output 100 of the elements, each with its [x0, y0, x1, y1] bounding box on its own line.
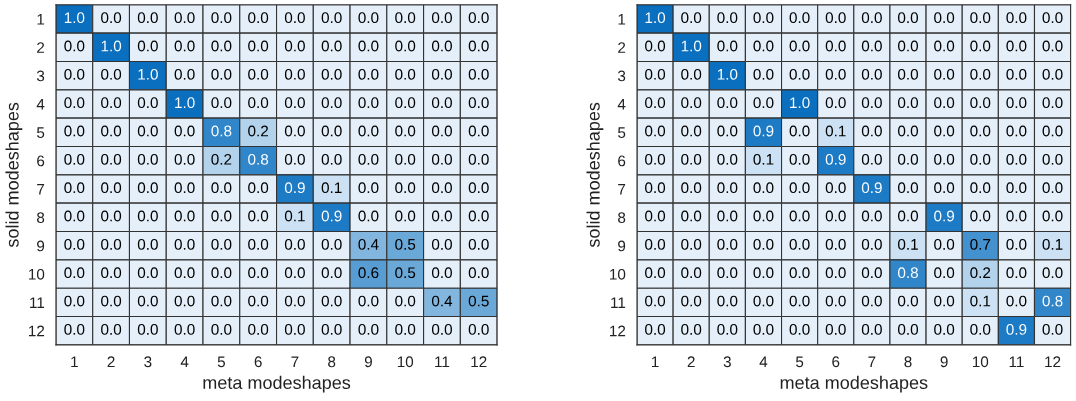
y-axis-title: solid modeshapes — [586, 102, 604, 248]
data-label: 0.0 — [137, 182, 158, 194]
data-label: 0.0 — [395, 12, 416, 24]
data-label: 0.0 — [825, 68, 846, 80]
data-label: 0.0 — [358, 97, 379, 109]
data-label: 1.0 — [681, 40, 702, 52]
data-label: 0.0 — [897, 12, 919, 24]
data-label: 0.0 — [468, 323, 489, 335]
data-label: 0.0 — [321, 125, 342, 137]
data-label: 0.1 — [897, 238, 918, 250]
data-label: 0.0 — [645, 210, 666, 222]
data-label: 0.0 — [753, 97, 774, 109]
data-label: 0.0 — [970, 182, 991, 194]
data-label: 0.0 — [1006, 97, 1027, 109]
data-label: 0.0 — [321, 267, 342, 279]
data-label: 0.0 — [358, 153, 379, 165]
data-label: 0.0 — [468, 210, 489, 222]
data-label: 0.0 — [825, 12, 846, 24]
data-label: 0.0 — [358, 12, 379, 24]
data-label: 0.0 — [174, 12, 195, 24]
data-label: 0.0 — [101, 295, 122, 307]
data-label: 0.0 — [174, 267, 195, 279]
data-label: 0.0 — [358, 295, 379, 307]
data-label: 0.0 — [431, 97, 452, 109]
data-label: 0.0 — [174, 182, 195, 194]
data-label: 0.0 — [211, 40, 232, 52]
data-label: 0.8 — [248, 153, 269, 165]
data-label: 0.0 — [1006, 295, 1027, 307]
data-label: 0.1 — [1042, 238, 1063, 250]
data-label: 0.0 — [174, 153, 195, 165]
y-tick-label: 5 — [618, 127, 626, 139]
data-label: 0.0 — [825, 295, 846, 307]
data-label: 0.0 — [137, 210, 158, 222]
data-label: 0.0 — [431, 267, 452, 279]
x-tick-label: 7 — [291, 356, 299, 368]
data-label: 0.0 — [174, 210, 195, 222]
y-tick-label: 1 — [37, 14, 45, 25]
y-tick-label: 5 — [36, 127, 45, 139]
data-label: 0.0 — [1042, 153, 1063, 165]
y-tick-label: 9 — [37, 240, 45, 252]
y-tick-label: 6 — [618, 155, 626, 167]
data-label: 0.0 — [717, 210, 738, 222]
data-label: 0.0 — [717, 40, 738, 52]
data-label: 0.0 — [789, 323, 810, 335]
x-tick-label: 6 — [254, 356, 262, 368]
data-label: 0.0 — [64, 295, 85, 307]
data-label: 0.0 — [934, 40, 955, 52]
data-label: 0.9 — [284, 182, 305, 194]
y-axis-title: solid modeshapes — [5, 102, 23, 248]
data-label: 0.0 — [211, 238, 232, 250]
data-label: 0.0 — [431, 12, 452, 24]
data-label: 0.0 — [897, 210, 919, 222]
data-label: 0.0 — [284, 40, 305, 52]
data-label: 0.1 — [753, 153, 774, 165]
data-label: 0.0 — [861, 323, 882, 335]
data-label: 0.0 — [934, 12, 955, 24]
data-label: 0.0 — [358, 323, 379, 335]
x-tick-label: 9 — [940, 356, 948, 368]
data-label: 0.0 — [897, 295, 919, 307]
data-label: 0.0 — [753, 295, 774, 307]
x-tick-label: 5 — [217, 356, 225, 368]
data-label: 0.0 — [468, 97, 489, 109]
data-label: 0.0 — [861, 12, 882, 24]
data-label: 0.0 — [789, 40, 810, 52]
data-label: 0.0 — [321, 40, 342, 52]
data-label: 0.0 — [753, 238, 774, 250]
x-tick-label: 12 — [471, 356, 487, 368]
y-tick-label: 12 — [610, 325, 626, 337]
data-label: 0.0 — [1042, 182, 1063, 194]
data-label: 0.7 — [970, 238, 991, 250]
data-label: 0.0 — [897, 323, 919, 335]
data-label: 0.0 — [789, 12, 810, 24]
data-label: 0.0 — [1006, 68, 1027, 80]
x-tick-label: 3 — [144, 356, 152, 368]
data-label: 0.0 — [211, 267, 232, 279]
data-label: 0.0 — [789, 125, 810, 137]
data-label: 0.0 — [64, 153, 85, 165]
data-label: 0.0 — [825, 210, 846, 222]
data-label: 0.0 — [1042, 97, 1063, 109]
data-label: 0.0 — [248, 238, 269, 250]
data-label: 0.0 — [897, 153, 919, 165]
data-label: 0.0 — [970, 40, 991, 52]
data-label: 0.0 — [645, 238, 666, 250]
data-label: 0.0 — [64, 97, 85, 109]
data-label: 0.0 — [395, 40, 416, 52]
data-label: 0.0 — [101, 182, 122, 194]
data-label: 0.1 — [321, 182, 342, 194]
data-label: 1.0 — [138, 68, 158, 80]
data-label: 0.0 — [431, 68, 452, 80]
x-tick-label: 4 — [180, 356, 189, 368]
data-label: 0.0 — [101, 210, 122, 222]
data-label: 0.0 — [897, 68, 919, 80]
data-label: 0.0 — [248, 323, 269, 335]
data-label: 0.0 — [789, 210, 810, 222]
data-label: 0.9 — [753, 125, 774, 137]
x-tick-label: 7 — [868, 356, 876, 368]
data-label: 0.0 — [934, 295, 955, 307]
y-tick-label: 3 — [617, 70, 626, 82]
y-tick-label: 9 — [618, 240, 626, 252]
data-label: 0.0 — [211, 323, 232, 335]
